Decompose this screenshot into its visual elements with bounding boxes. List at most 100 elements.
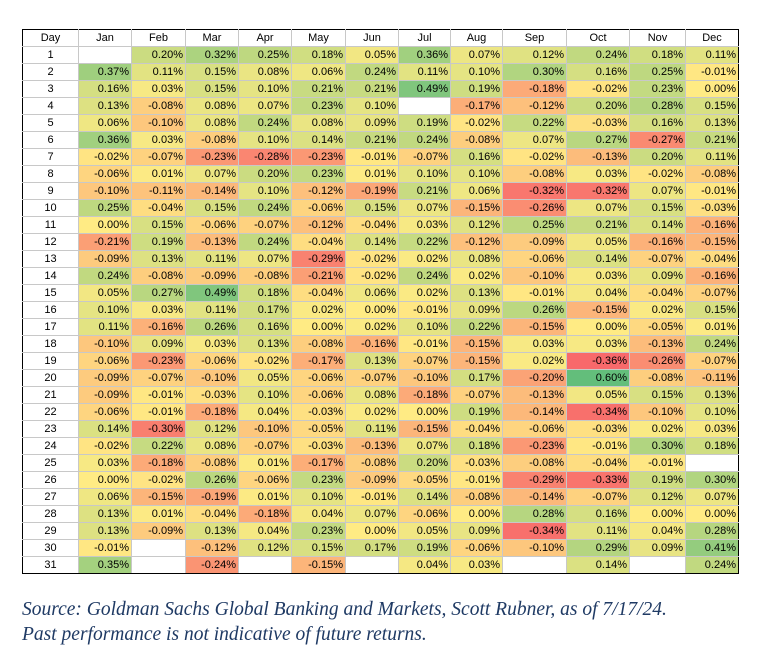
heatmap-cell: 0.20% — [238, 165, 292, 183]
heatmap-cell: 0.09% — [450, 522, 503, 540]
table-row: 10 0.25% -0.04% 0.15% 0.24% -0.06% 0.15% 0.07% -… — [22, 199, 739, 217]
heatmap-cell: -0.05% — [291, 420, 346, 438]
heatmap-cell: -0.23% — [185, 148, 239, 166]
heatmap-cell: 0.20% — [398, 454, 451, 472]
heatmap-cell: 0.19% — [450, 80, 503, 98]
heatmap-cell: 0.01% — [131, 505, 186, 523]
day-label: 11 — [22, 216, 79, 234]
heatmap-cell: -0.14% — [185, 182, 239, 200]
heatmap-cell: -0.06% — [502, 420, 567, 438]
heatmap-cell: -0.23% — [502, 437, 567, 455]
heatmap-cell: 0.49% — [185, 284, 239, 302]
heatmap-cell: 0.13% — [78, 522, 132, 540]
heatmap-cell: 0.49% — [398, 80, 451, 98]
table-row: 4 0.13% -0.08% 0.08% 0.07% 0.23% 0.10% -0.17% -0… — [22, 97, 739, 115]
heatmap-cell: 0.09% — [345, 114, 399, 132]
heatmap-cell: -0.06% — [78, 352, 132, 370]
heatmap-cell: 0.03% — [131, 301, 186, 319]
heatmap-cell: -0.02% — [345, 267, 399, 285]
day-label: 5 — [22, 114, 79, 132]
column-header-dec: Dec — [685, 29, 739, 47]
table-row: 16 0.10% 0.03% 0.11% 0.17% 0.02% 0.00% -0.01% 0.… — [22, 301, 739, 319]
table-row: 9 -0.10% -0.11% -0.14% 0.10% -0.12% -0.19% 0.21… — [22, 182, 739, 200]
column-header-nov: Nov — [629, 29, 686, 47]
heatmap-cell: 0.11% — [685, 148, 739, 166]
heatmap-cell: 0.02% — [398, 250, 451, 268]
heatmap-cell: 0.01% — [345, 165, 399, 183]
heatmap-cell: 0.14% — [566, 250, 630, 268]
heatmap-cell: -0.12% — [291, 216, 346, 234]
heatmap-cell: -0.09% — [78, 386, 132, 404]
heatmap-cell: -0.03% — [185, 386, 239, 404]
disclaimer-line: Past performance is not indicative of fu… — [22, 624, 427, 645]
table-row: 26 0.00% -0.02% 0.26% -0.06% 0.23% -0.09% -0.05… — [22, 471, 739, 489]
heatmap-cell: -0.15% — [685, 233, 739, 251]
heatmap-cell: -0.28% — [238, 148, 292, 166]
heatmap-cell: 0.18% — [685, 437, 739, 455]
table-row: 14 0.24% -0.08% -0.09% -0.08% -0.21% -0.02% 0.2… — [22, 267, 739, 285]
heatmap-cell: 0.25% — [502, 216, 567, 234]
day-label: 1 — [22, 46, 79, 64]
heatmap-cell: 0.02% — [629, 301, 686, 319]
day-label: 2 — [22, 63, 79, 81]
heatmap-cell: -0.18% — [185, 403, 239, 421]
heatmap-cell: -0.04% — [291, 233, 346, 251]
heatmap-cell: -0.07% — [566, 488, 630, 506]
heatmap-cell: 0.01% — [131, 165, 186, 183]
heatmap-cell: -0.09% — [345, 471, 399, 489]
day-label: 9 — [22, 182, 79, 200]
heatmap-cell: 0.07% — [238, 250, 292, 268]
heatmap-cell: -0.10% — [238, 420, 292, 438]
heatmap-cell: 0.21% — [566, 216, 630, 234]
heatmap-cell: -0.06% — [450, 539, 503, 557]
heatmap-cell: 0.10% — [685, 403, 739, 421]
heatmap-cell: 0.14% — [566, 556, 630, 574]
empty-cell — [78, 46, 132, 64]
heatmap-cell: -0.06% — [185, 216, 239, 234]
heatmap-cell: -0.10% — [131, 114, 186, 132]
heatmap-cell: 0.26% — [185, 318, 239, 336]
heatmap-cell: 0.03% — [78, 454, 132, 472]
empty-cell — [345, 556, 399, 574]
heatmap-cell: 0.09% — [629, 539, 686, 557]
heatmap-cell: 0.22% — [398, 233, 451, 251]
heatmap-cell: 0.12% — [185, 420, 239, 438]
heatmap-cell: 0.13% — [78, 505, 132, 523]
heatmap-cell: 0.30% — [685, 471, 739, 489]
heatmap-cell: 0.23% — [629, 80, 686, 98]
day-label: 29 — [22, 522, 79, 540]
heatmap-cell: 0.24% — [685, 556, 739, 574]
heatmap-cell: 0.00% — [398, 403, 451, 421]
heatmap-cell: -0.06% — [398, 505, 451, 523]
heatmap-cell: 0.08% — [291, 114, 346, 132]
heatmap-cell: 0.15% — [185, 63, 239, 81]
heatmap-cell: 0.06% — [78, 114, 132, 132]
heatmap-cell: 0.00% — [685, 505, 739, 523]
table-row: 7 -0.02% -0.07% -0.23% -0.28% -0.23% -0.01% -0.… — [22, 148, 739, 166]
table-row: 2 0.37% 0.11% 0.15% 0.08% 0.06% 0.24% 0.11% 0.10… — [22, 63, 739, 81]
heatmap-cell: 0.02% — [345, 318, 399, 336]
heatmap-cell: -0.17% — [291, 352, 346, 370]
heatmap-cell: -0.01% — [345, 148, 399, 166]
heatmap-cell: 0.10% — [78, 301, 132, 319]
heatmap-cell: 0.32% — [185, 46, 239, 64]
heatmap-cell: 0.24% — [345, 63, 399, 81]
heatmap-cell: 0.15% — [185, 199, 239, 217]
heatmap-cell: 0.08% — [238, 63, 292, 81]
heatmap-cell: -0.11% — [685, 369, 739, 387]
heatmap-cell: 0.15% — [629, 199, 686, 217]
heatmap-cell: -0.07% — [685, 284, 739, 302]
table-row: 12 -0.21% 0.19% -0.13% 0.24% -0.04% 0.14% 0.22%… — [22, 233, 739, 251]
heatmap-cell: -0.05% — [398, 471, 451, 489]
heatmap-cell: -0.16% — [629, 233, 686, 251]
heatmap-cell: 0.13% — [238, 335, 292, 353]
heatmap-cell: 0.05% — [345, 46, 399, 64]
heatmap-cell: -0.19% — [185, 488, 239, 506]
heatmap-cell: -0.20% — [502, 369, 567, 387]
heatmap-cell: -0.13% — [345, 437, 399, 455]
heatmap-cell: 0.19% — [629, 471, 686, 489]
heatmap-cell: -0.01% — [131, 403, 186, 421]
heatmap-cell: -0.10% — [78, 182, 132, 200]
heatmap-cell: 0.08% — [185, 437, 239, 455]
heatmap-cell: 0.16% — [450, 148, 503, 166]
